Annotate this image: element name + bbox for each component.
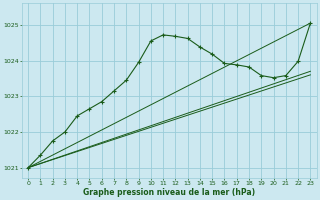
X-axis label: Graphe pression niveau de la mer (hPa): Graphe pression niveau de la mer (hPa): [83, 188, 255, 197]
